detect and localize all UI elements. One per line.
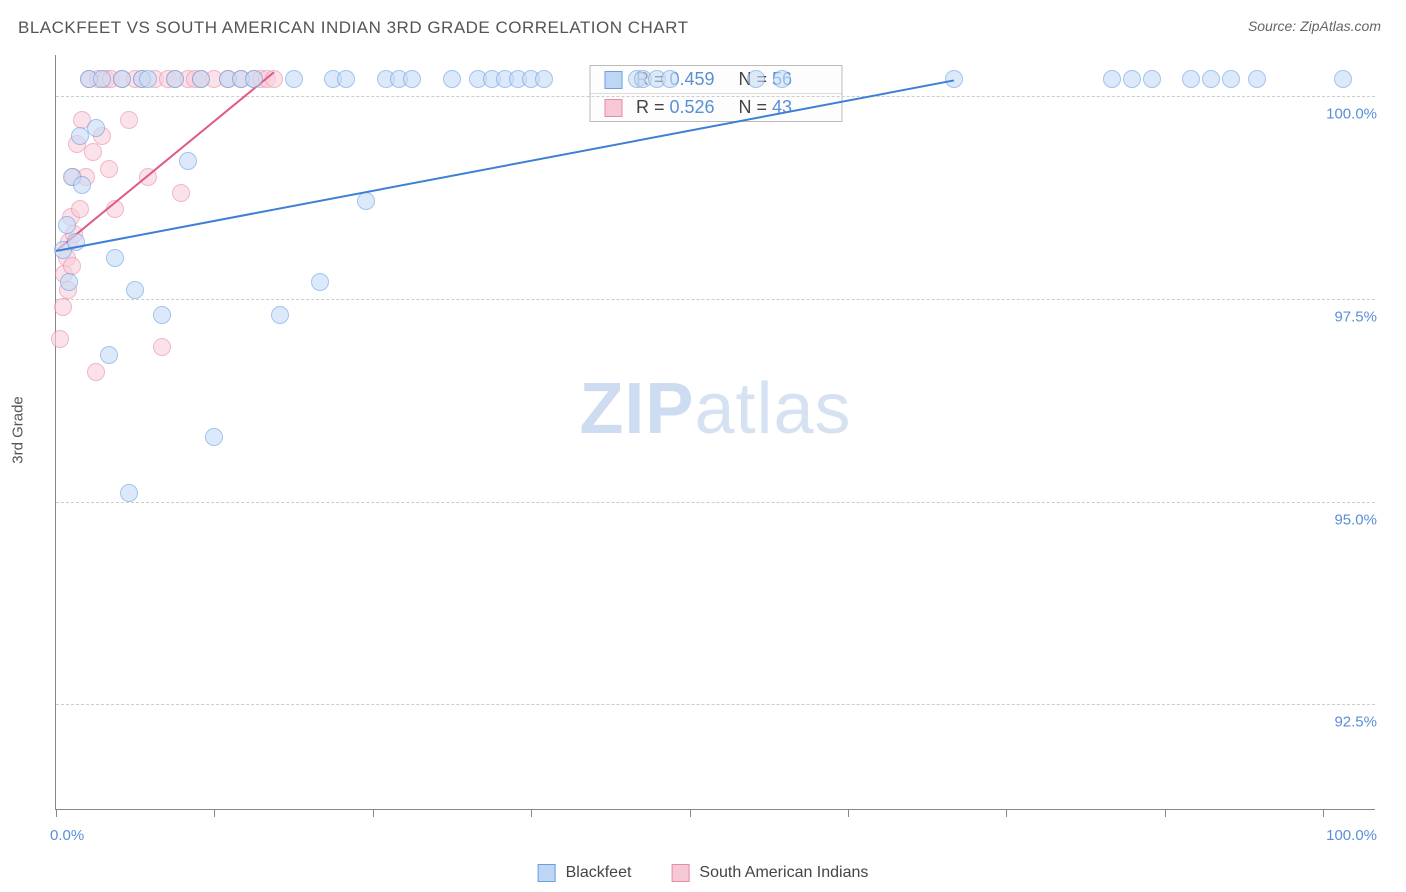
swatch-series-1 (604, 99, 622, 117)
gridline (56, 299, 1375, 300)
data-point (1103, 70, 1121, 88)
data-point (153, 338, 171, 356)
data-point (93, 70, 111, 88)
data-point (1143, 70, 1161, 88)
data-point (535, 70, 553, 88)
data-point (945, 70, 963, 88)
data-point (87, 119, 105, 137)
chart-title: BLACKFEET VS SOUTH AMERICAN INDIAN 3RD G… (18, 18, 689, 38)
x-max-label: 100.0% (1326, 827, 1377, 844)
legend-item-0: Blackfeet (538, 864, 632, 882)
legend-label-1: South American Indians (699, 864, 868, 882)
data-point (166, 70, 184, 88)
y-tick-label: 92.5% (1328, 714, 1377, 731)
legend-item-1: South American Indians (671, 864, 868, 882)
legend-swatch-0 (538, 864, 556, 882)
legend: Blackfeet South American Indians (538, 864, 869, 882)
data-point (100, 160, 118, 178)
gridline (56, 96, 1375, 97)
x-tick (690, 809, 691, 817)
x-tick (1006, 809, 1007, 817)
data-point (1202, 70, 1220, 88)
x-min-label: 0.0% (50, 827, 84, 844)
data-point (84, 143, 102, 161)
data-point (51, 330, 69, 348)
data-point (1222, 70, 1240, 88)
data-point (100, 346, 118, 364)
data-point (179, 152, 197, 170)
data-point (71, 200, 89, 218)
data-point (245, 70, 263, 88)
x-tick (214, 809, 215, 817)
data-point (1248, 70, 1266, 88)
data-point (172, 184, 190, 202)
data-point (1334, 70, 1352, 88)
data-point (205, 428, 223, 446)
data-point (271, 306, 289, 324)
data-point (60, 273, 78, 291)
x-tick (848, 809, 849, 817)
data-point (747, 70, 765, 88)
x-tick (56, 809, 57, 817)
data-point (773, 70, 791, 88)
data-point (153, 306, 171, 324)
x-tick (1323, 809, 1324, 817)
data-point (357, 192, 375, 210)
stats-box: R = 0.459 N = 56 R = 0.526 N = 43 (589, 65, 842, 122)
x-tick (373, 809, 374, 817)
data-point (139, 70, 157, 88)
source-label: Source: ZipAtlas.com (1248, 18, 1381, 34)
y-tick-label: 95.0% (1328, 511, 1377, 528)
trend-line (55, 71, 274, 251)
data-point (120, 111, 138, 129)
data-point (120, 484, 138, 502)
scatter-chart: ZIPatlas R = 0.459 N = 56 R = 0.526 N = … (55, 55, 1375, 810)
data-point (1123, 70, 1141, 88)
data-point (1182, 70, 1200, 88)
gridline (56, 502, 1375, 503)
data-point (73, 176, 91, 194)
data-point (443, 70, 461, 88)
legend-label-0: Blackfeet (566, 864, 632, 882)
swatch-series-0 (604, 71, 622, 89)
data-point (311, 273, 329, 291)
data-point (126, 281, 144, 299)
data-point (58, 216, 76, 234)
y-tick-label: 97.5% (1328, 308, 1377, 325)
data-point (403, 70, 421, 88)
data-point (285, 70, 303, 88)
watermark: ZIPatlas (579, 368, 851, 450)
data-point (63, 257, 81, 275)
data-point (113, 70, 131, 88)
x-tick (1165, 809, 1166, 817)
data-point (54, 298, 72, 316)
gridline (56, 704, 1375, 705)
data-point (106, 249, 124, 267)
data-point (661, 70, 679, 88)
legend-swatch-1 (671, 864, 689, 882)
y-tick-label: 100.0% (1320, 105, 1377, 122)
x-tick (531, 809, 532, 817)
data-point (192, 70, 210, 88)
y-axis-label: 3rd Grade (10, 396, 27, 464)
data-point (87, 363, 105, 381)
data-point (337, 70, 355, 88)
